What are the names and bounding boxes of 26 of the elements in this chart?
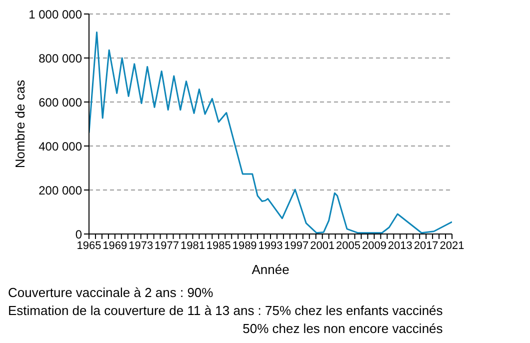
x-tick-label: 1981 (180, 240, 205, 252)
y-tick-label: 600 000 (38, 95, 82, 110)
x-tick-label: 1989 (232, 240, 257, 252)
y-tick-label: 1 000 000 (28, 7, 82, 22)
x-tick-label: 2001 (310, 240, 335, 252)
y-tick-label: 0 (75, 227, 82, 242)
x-tick-label: 2017 (414, 240, 438, 252)
x-tick-label: 2021 (440, 240, 464, 252)
x-tick-label: 1969 (102, 240, 128, 252)
x-tick-label: 1985 (206, 240, 231, 252)
x-tick-label: 1973 (128, 240, 154, 252)
y-tick-label: 400 000 (38, 139, 82, 154)
text: Couverture vaccinale à 2 ans : 90% (8, 284, 214, 302)
x-tick-label: 1997 (284, 240, 309, 252)
x-tick-label: 1965 (76, 240, 102, 252)
x-tick-label: 1993 (258, 240, 283, 252)
y-axis-title: Nombre de cas (12, 79, 28, 168)
y-tick-label: 200 000 (38, 183, 82, 198)
x-tick-label: 2013 (388, 240, 412, 252)
x-tick-label: 1977 (154, 240, 180, 252)
x-tick-label: 2009 (362, 240, 386, 252)
y-tick-label: 800 000 (38, 51, 82, 66)
text: 50% chez les non encore vaccinés (242, 320, 443, 338)
x-tick-label: 2005 (336, 240, 361, 252)
x-axis-title: Année (252, 262, 290, 277)
text: Estimation de la couverture de 11 à 13 ans : 75% chez les enfants vaccinés (8, 302, 443, 320)
